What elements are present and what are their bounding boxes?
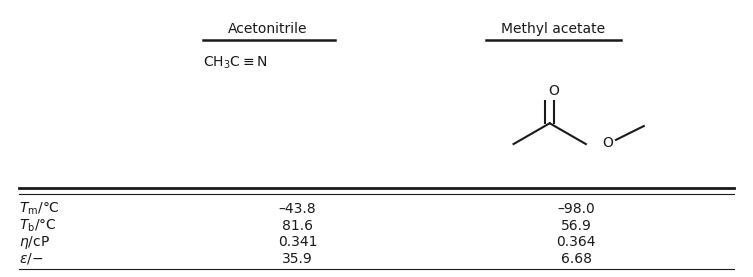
Text: –98.0: –98.0	[557, 202, 595, 216]
Text: $\eta$/cP: $\eta$/cP	[19, 234, 50, 251]
Text: $T_{\rm b}$/°C: $T_{\rm b}$/°C	[19, 217, 56, 234]
Text: 0.341: 0.341	[278, 235, 317, 249]
Text: $T_{\rm m}$/°C: $T_{\rm m}$/°C	[19, 201, 59, 217]
Text: Methyl acetate: Methyl acetate	[501, 22, 605, 36]
Text: 56.9: 56.9	[560, 219, 592, 233]
Text: 0.364: 0.364	[556, 235, 596, 249]
Text: CH$_3$C$\equiv$N: CH$_3$C$\equiv$N	[203, 54, 268, 71]
Text: Acetonitrile: Acetonitrile	[227, 22, 307, 36]
Text: 35.9: 35.9	[282, 252, 312, 266]
Text: O: O	[602, 136, 613, 150]
Text: O: O	[548, 84, 559, 98]
Text: 81.6: 81.6	[282, 219, 313, 233]
Text: 6.68: 6.68	[560, 252, 592, 266]
Text: $\varepsilon$/$-$: $\varepsilon$/$-$	[19, 252, 43, 266]
Text: –43.8: –43.8	[279, 202, 316, 216]
